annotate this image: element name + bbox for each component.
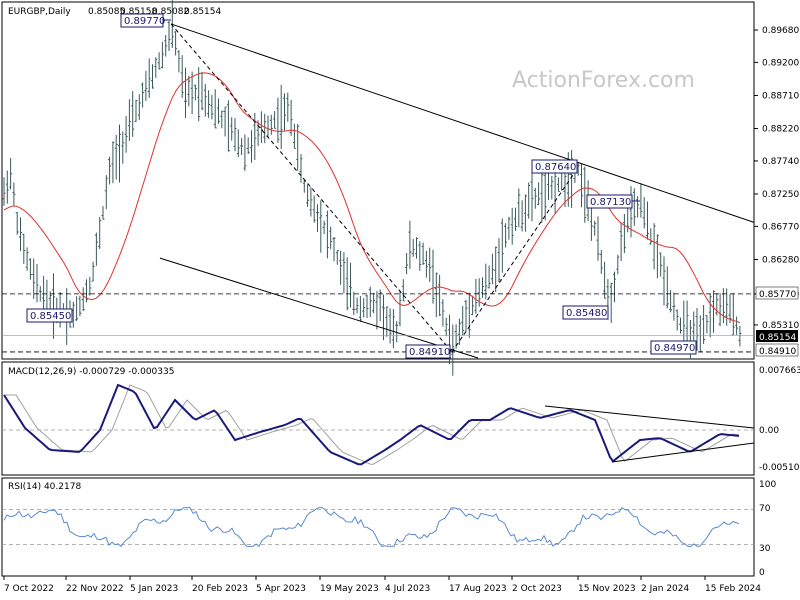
- level-tag-support: 0.84910: [759, 347, 796, 357]
- price-panel-frame: [1, 1, 755, 360]
- macd-tick-bottom: -0.005107: [759, 463, 800, 473]
- ohlc-low: 0.85082: [152, 7, 189, 17]
- level-tag-box-resistance: [755, 286, 799, 300]
- price-tick-label: 0.85310: [762, 321, 799, 331]
- axis-layer: 0.89680 0.89200 0.88710 0.88220 0.87740 0.872…: [3, 26, 799, 594]
- rsi-tick-70: 70: [759, 504, 771, 514]
- annotation-low-feb-2024: 0.84970: [654, 343, 695, 354]
- x-tick-label: 4 Jul 2023: [385, 584, 430, 594]
- rsi-layer: [2, 506, 754, 548]
- annotation-low-dec-2023: 0.85480: [566, 308, 607, 319]
- x-tick-label: 2 Jan 2024: [641, 584, 689, 594]
- annotation-box-low-feb-2024: [650, 340, 697, 355]
- x-tick-label: 19 May 2023: [320, 584, 379, 594]
- moving-average-line: [3, 72, 741, 324]
- dashed-rise-line: [451, 167, 579, 353]
- x-tick-label: 2 Oct 2023: [512, 584, 562, 594]
- macd-title: MACD(12,26,9) -0.000729 -0.000335: [8, 367, 174, 377]
- macd-layer: [2, 383, 755, 466]
- price-tick-label: 0.86280: [762, 255, 799, 265]
- annotation-box-low-dec-2023: [562, 305, 609, 320]
- x-tick-label: 5 Apr 2023: [256, 584, 306, 594]
- rsi-tick-0: 0: [759, 568, 765, 578]
- macd-tick-zero: 0.00: [759, 426, 779, 436]
- ohlc-high: 0.85158: [120, 7, 157, 17]
- macd-upper-trendline: [544, 405, 755, 429]
- current-price-tag: 0.85154: [759, 333, 796, 343]
- x-tick-label: 20 Feb 2023: [192, 584, 248, 594]
- annotation-box-low-2022: [26, 308, 73, 323]
- annotation-low-jul-2023: 0.84910: [409, 347, 450, 358]
- price-tick-label: 0.88220: [762, 125, 799, 135]
- level-tag-resistance: 0.85770: [759, 290, 796, 300]
- price-tick-label: 0.86770: [762, 222, 799, 232]
- x-tick-label: 15 Nov 2023: [578, 584, 636, 594]
- level-tag-box-support: [755, 343, 799, 357]
- ohlc-close: 0.85154: [184, 7, 221, 17]
- current-price-tag-box: [756, 330, 798, 342]
- annotation-high-2023: 0.89770: [124, 16, 165, 27]
- price-title: EURGBP,Daily: [8, 7, 71, 17]
- x-tick-label: 17 Aug 2023: [449, 584, 507, 594]
- macd-signal-line: [4, 384, 740, 465]
- dashed-decline-line: [170, 23, 453, 353]
- macd-line: [3, 383, 740, 466]
- rsi-tick-30: 30: [759, 544, 771, 554]
- price-tick-label: 0.89200: [762, 58, 799, 68]
- price-tick-label: 0.87250: [762, 190, 799, 200]
- x-tick-label: 22 Nov 2022: [66, 584, 124, 594]
- macd-panel-frame: [1, 361, 755, 476]
- annotation-box-high-oct-2023: [531, 159, 578, 174]
- annotation-low-2022: 0.85450: [30, 311, 71, 322]
- watermark: ActionForex.com: [512, 68, 695, 93]
- rsi-panel-frame: [1, 477, 755, 577]
- macd-lower-trendline: [611, 442, 755, 463]
- annotation-box-low-jul-2023: [405, 344, 451, 359]
- rsi-title: RSI(14) 40.2178: [8, 482, 81, 492]
- annotation-high-dec-2023: 0.87130: [590, 197, 631, 208]
- price-tick-label: 0.87740: [762, 157, 799, 167]
- price-tick-label: 0.88710: [762, 91, 799, 101]
- x-tick-label: 7 Oct 2022: [4, 584, 54, 594]
- price-layer: [2, 0, 755, 376]
- price-tick-label: 0.89680: [762, 26, 799, 36]
- rsi-tick-100: 100: [759, 480, 776, 490]
- x-tick-label: 15 Feb 2024: [705, 584, 761, 594]
- rsi-line: [3, 506, 740, 548]
- descending-channel-lower-line: [159, 257, 479, 359]
- annotation-high-oct-2023: 0.87640: [535, 162, 576, 173]
- ohlc-open: 0.85085: [88, 7, 125, 17]
- x-tick-label: 5 Jan 2023: [130, 584, 178, 594]
- descending-resistance-trendline: [170, 23, 755, 223]
- macd-tick-top: 0.007663: [759, 366, 800, 376]
